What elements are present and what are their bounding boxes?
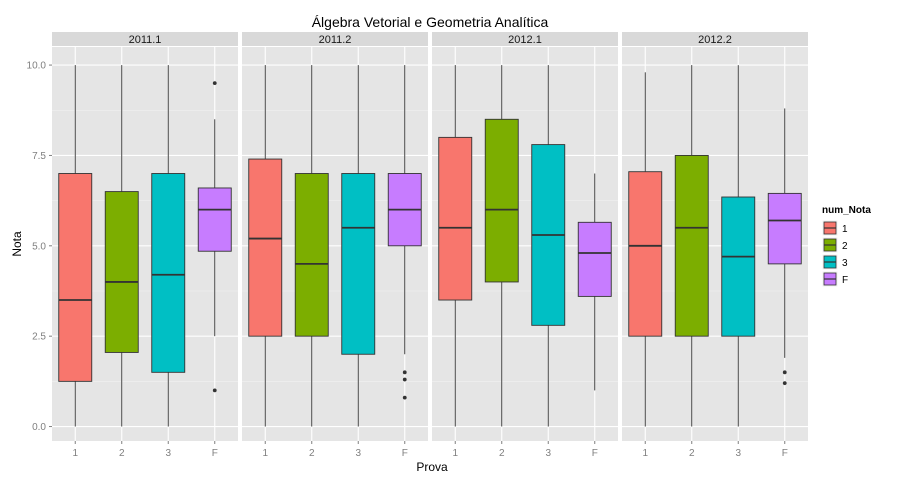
- box-2011.1-F: [197, 81, 232, 393]
- y-tick-label: 2.5: [32, 332, 46, 343]
- facet-strip-label: 2011.2: [319, 34, 352, 46]
- box-2011.2-3: [341, 65, 376, 427]
- x-tick-label: F: [592, 448, 598, 459]
- facet-panel-2012.1: 2012.1 1 2 3 F: [432, 32, 618, 459]
- legend-entry-2: 2: [821, 236, 848, 254]
- box-iqr: [341, 173, 376, 355]
- legend-label: F: [842, 275, 848, 286]
- box-iqr: [248, 158, 283, 337]
- facet-strip: [622, 32, 808, 46]
- legend-title: num_Nota: [822, 205, 871, 216]
- legend-entry-3: 3: [821, 253, 848, 271]
- facet-panel-2011.1: 2011.1 1 2 3 F: [52, 32, 238, 459]
- x-tick-label: 1: [262, 448, 268, 459]
- box-iqr: [294, 173, 329, 337]
- facet-strip-label: 2012.1: [508, 34, 542, 46]
- box-iqr: [577, 221, 612, 297]
- outlier-point: [782, 370, 787, 375]
- facet-panel-2011.2: 2011.2 1 2 3 F: [242, 32, 428, 459]
- outlier-point: [402, 377, 407, 382]
- x-tick-label: 1: [72, 448, 78, 459]
- y-axis: 0.0 2.5 5.0 7.5 10.0: [27, 61, 52, 433]
- facet-strip: [242, 32, 428, 46]
- legend-entry-F: F: [821, 270, 848, 288]
- chart-title: Álgebra Vetorial e Geometria Analítica: [312, 14, 549, 30]
- legend-label: 3: [842, 258, 848, 269]
- box-iqr: [151, 173, 186, 373]
- x-tick-label: 3: [545, 448, 551, 459]
- box-iqr: [484, 118, 519, 283]
- outlier-point: [212, 81, 217, 86]
- legend-label: 2: [842, 241, 848, 252]
- box-2012.2-1: [628, 72, 663, 427]
- facet-strip: [52, 32, 238, 46]
- x-tick-label: F: [782, 448, 788, 459]
- legend-label: 1: [842, 224, 848, 235]
- box-2011.2-F: [387, 65, 422, 400]
- x-tick-label: 2: [119, 448, 125, 459]
- y-tick-label: 5.0: [32, 241, 46, 252]
- outlier-point: [782, 381, 787, 386]
- facet-strip: [432, 32, 618, 46]
- x-tick-label: 2: [689, 448, 695, 459]
- box-2012.2-2: [674, 65, 709, 427]
- outlier-point: [212, 388, 217, 393]
- box-2012.2-3: [721, 65, 756, 427]
- outlier-point: [402, 395, 407, 400]
- x-axis-label: Prova: [416, 460, 448, 474]
- x-tick-label: F: [402, 448, 408, 459]
- box-iqr: [628, 171, 663, 337]
- box-iqr: [197, 187, 232, 252]
- box-2011.2-2: [294, 65, 329, 427]
- legend-entry-1: 1: [821, 219, 848, 237]
- box-iqr: [438, 136, 473, 301]
- box-2011.1-3: [151, 65, 186, 427]
- facet-panels: 2011.1 1 2 3 F 2011.2 1 2 3 F 2012.1 1 2 3 F 2012.2 1 2 3 F: [52, 32, 808, 459]
- y-tick-label: 10.0: [27, 61, 47, 72]
- x-tick-label: F: [212, 448, 218, 459]
- y-axis-label: Nota: [10, 231, 24, 257]
- y-tick-label: 0.0: [32, 422, 46, 433]
- box-2012.2-F: [767, 108, 802, 386]
- box-2012.1-3: [531, 65, 566, 427]
- facet-strip-label: 2011.1: [129, 34, 162, 46]
- box-iqr: [721, 196, 756, 337]
- box-iqr: [767, 192, 802, 265]
- facet-panel-2012.2: 2012.2 1 2 3 F: [622, 32, 808, 459]
- x-tick-label: 3: [735, 448, 741, 459]
- outlier-point: [402, 370, 407, 375]
- box-2011.1-1: [58, 65, 93, 427]
- facet-strip-label: 2012.2: [698, 34, 732, 46]
- x-tick-label: 3: [165, 448, 171, 459]
- box-2011.1-2: [104, 65, 139, 427]
- box-iqr: [58, 173, 93, 382]
- box-2012.1-2: [484, 65, 519, 427]
- box-2012.1-F: [577, 173, 612, 391]
- x-tick-label: 1: [642, 448, 648, 459]
- box-2011.2-1: [248, 65, 283, 427]
- x-tick-label: 3: [355, 448, 361, 459]
- legend: num_Nota 1 2 3 F: [821, 205, 871, 288]
- y-tick-label: 7.5: [32, 151, 46, 162]
- x-tick-label: 1: [452, 448, 458, 459]
- box-2012.1-1: [438, 65, 473, 427]
- x-tick-label: 2: [499, 448, 505, 459]
- box-iqr: [674, 154, 709, 337]
- x-tick-label: 2: [309, 448, 315, 459]
- box-iqr: [104, 191, 139, 353]
